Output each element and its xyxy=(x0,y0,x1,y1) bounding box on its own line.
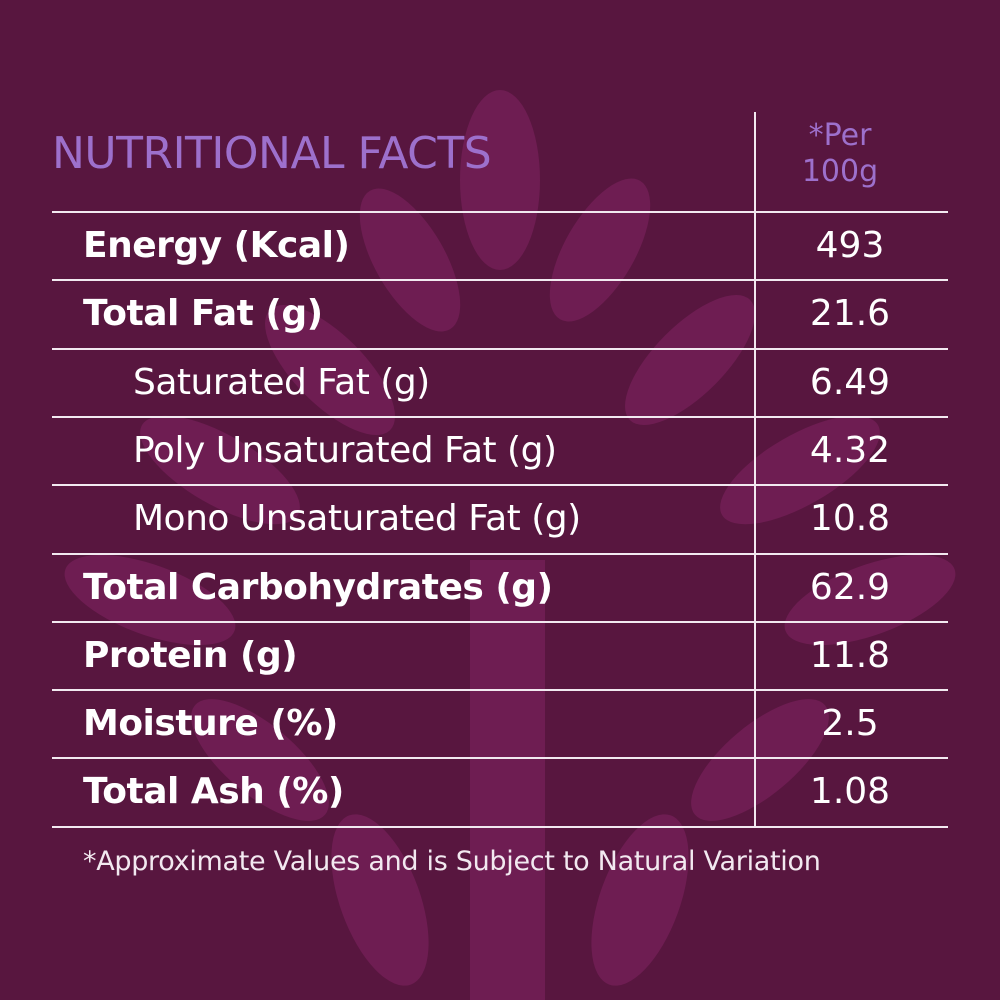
row-divider xyxy=(52,825,948,828)
row-label: Energy (Kcal) xyxy=(83,225,350,266)
row-label: Mono Unsaturated Fat (g) xyxy=(133,498,581,540)
row-value: 62.9 xyxy=(809,566,891,608)
row-divider xyxy=(52,484,948,487)
tree-trunk xyxy=(470,560,545,1000)
leaf xyxy=(691,699,829,821)
row-label: Saturated Fat (g) xyxy=(133,361,430,403)
row-divider xyxy=(52,279,948,282)
row-label: Total Carbohydrates (g) xyxy=(83,566,553,608)
leaf xyxy=(140,415,300,525)
row-value: 493 xyxy=(815,225,885,266)
table-title: NUTRITIONAL FACTS xyxy=(52,128,492,179)
row-divider xyxy=(52,620,948,623)
row-label: Moisture (%) xyxy=(83,703,338,745)
row-divider xyxy=(52,552,948,555)
leaf xyxy=(720,415,880,525)
column-header: *Per 100g xyxy=(801,118,879,189)
row-value: 2.5 xyxy=(821,703,879,745)
column-divider xyxy=(754,112,756,826)
leaf xyxy=(191,699,329,821)
row-divider xyxy=(52,347,948,350)
row-value: 6.49 xyxy=(809,361,891,403)
row-divider xyxy=(52,757,948,760)
row-value: 4.32 xyxy=(809,429,891,471)
row-divider xyxy=(52,415,948,418)
footnote: *Approximate Values and is Subject to Na… xyxy=(83,846,821,877)
row-label: Total Fat (g) xyxy=(83,293,323,335)
leaf xyxy=(265,305,395,435)
leaf xyxy=(549,178,651,322)
row-value: 11.8 xyxy=(809,634,891,676)
leaf xyxy=(460,90,540,270)
row-label: Total Ash (%) xyxy=(83,771,344,813)
row-divider xyxy=(52,689,948,692)
row-value: 21.6 xyxy=(809,293,891,335)
row-value: 1.08 xyxy=(809,771,891,813)
row-value: 10.8 xyxy=(809,498,891,540)
row-label: Protein (g) xyxy=(83,634,298,676)
row-label: Poly Unsaturated Fat (g) xyxy=(133,429,557,471)
leaf xyxy=(359,188,461,332)
leaf xyxy=(591,814,689,986)
leaf xyxy=(625,295,755,425)
leaf xyxy=(331,814,429,986)
row-divider xyxy=(52,211,948,213)
